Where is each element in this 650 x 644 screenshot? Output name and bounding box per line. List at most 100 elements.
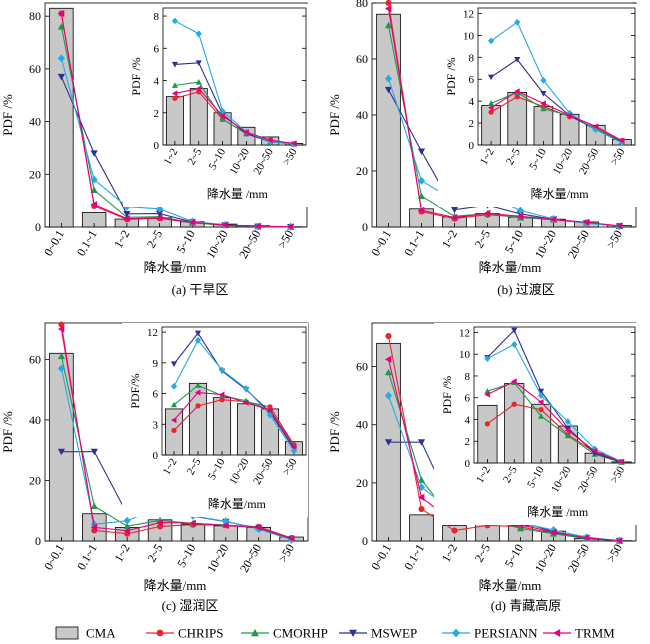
- inset-point-mswep-3: [564, 425, 572, 432]
- main-y-tick-label: 20: [356, 164, 368, 178]
- main-point-trmm-0: [57, 325, 65, 333]
- main-x-tick-label: 0~0.1: [368, 228, 394, 259]
- main-point-trmm-5: [549, 215, 557, 224]
- main-bar-cma-0: [49, 7, 74, 228]
- inset-point-trmm-0: [487, 104, 494, 111]
- main-x-tick-label: 0~0.1: [41, 542, 67, 573]
- inset-y-axis-label: PDF /%: [440, 376, 454, 414]
- main-x-tick-label: 5~10: [174, 542, 198, 570]
- inset-point-persiann-3: [564, 418, 572, 426]
- inset-point-trmm-5: [290, 140, 297, 147]
- inset-point-trmm-3: [566, 112, 573, 119]
- main-y-tick-label: 20: [29, 473, 41, 487]
- main-y-tick-label: 60: [356, 52, 368, 66]
- inset-point-cmorhp-1: [195, 79, 202, 85]
- main-point-mswep-1: [90, 150, 98, 157]
- main-x-axis-label: 降水量/mm: [144, 578, 207, 593]
- legend-marker-persiann: [452, 628, 460, 638]
- inset-y-tick-label: 6: [469, 74, 475, 86]
- inset-line-persiann: [490, 21, 623, 144]
- main-y-tick-label: 60: [29, 62, 41, 76]
- legend-marker-trmm: [553, 629, 561, 637]
- inset-bar-cma-1: [504, 383, 525, 464]
- main-point-mswep-1: [90, 448, 98, 456]
- main-point-cmorhp-0: [57, 352, 66, 360]
- inset-point-trmm-2: [540, 100, 546, 107]
- main-x-tick-label: 2~5: [144, 228, 165, 251]
- inset-point-chrips-1: [195, 403, 201, 409]
- main-point-cmorhp-1: [90, 502, 98, 510]
- main-y-tick-label: 60: [29, 352, 41, 366]
- inset-point-chrips-2: [538, 407, 544, 413]
- inset-point-trmm-2: [537, 398, 544, 406]
- inset-y-tick-label: 0: [153, 450, 159, 462]
- inset-bar-cma-1: [189, 88, 208, 146]
- panel-caption: (b) 过渡区: [497, 282, 554, 297]
- inset-y-tick-label: 8: [154, 11, 160, 23]
- inset-x-axis-label: 降水量/mm: [208, 497, 267, 511]
- main-y-axis-label: PDF /%: [327, 94, 342, 136]
- main-y-axis-label: PDF /%: [0, 94, 15, 136]
- main-point-cmorhp-4: [516, 524, 525, 532]
- main-x-tick-label: 0.1~1: [74, 228, 100, 259]
- main-y-tick-label: 0: [362, 534, 368, 548]
- main-y-tick-label: 0: [35, 220, 41, 234]
- main-point-trmm-5: [221, 221, 229, 229]
- main-x-tick-label: 20~50: [565, 228, 592, 261]
- inset-y-tick-label: 3: [153, 419, 159, 431]
- inset-bar-cma-0: [165, 96, 184, 146]
- main-x-tick-label: >50: [604, 542, 626, 565]
- inset-point-mswep-2: [537, 388, 545, 395]
- main-line-trmm: [60, 328, 292, 540]
- inset-point-persiann-2: [218, 366, 226, 374]
- inset-point-chrips-2: [219, 397, 225, 403]
- inset-y-tick-label: 9: [153, 358, 159, 370]
- inset-y-axis-label: PDF /%: [129, 57, 143, 95]
- main-y-tick-label: 40: [356, 418, 368, 432]
- main-point-mswep-0: [384, 439, 393, 446]
- main-y-tick-label: 80: [29, 9, 41, 23]
- inset-point-persiann-4: [591, 445, 598, 453]
- inset-point-trmm-1: [511, 378, 517, 385]
- inset-point-trmm-1: [514, 88, 520, 95]
- main-point-cmorhp-0: [57, 23, 65, 30]
- main-point-mswep-1: [417, 439, 426, 446]
- inset-y-tick-label: 12: [147, 327, 158, 339]
- inset-point-trmm-4: [267, 137, 273, 144]
- inset-point-trmm-1: [195, 85, 202, 92]
- inset-point-chrips-0: [172, 95, 178, 101]
- inset-point-trmm-2: [218, 391, 225, 398]
- inset-bar-cma-0: [477, 404, 498, 464]
- inset-y-tick-label: 0: [465, 458, 471, 470]
- main-point-persiann-2: [123, 516, 131, 525]
- inset-point-trmm-4: [592, 123, 599, 130]
- main-point-mswep-3: [156, 210, 164, 218]
- main-point-persiann-5: [549, 525, 558, 534]
- inset-point-mswep-1: [511, 327, 518, 334]
- main-x-tick-label: 20~50: [236, 228, 263, 261]
- inset-y-tick-label: 10: [463, 30, 475, 42]
- inset-point-mswep-1: [194, 330, 202, 337]
- main-y-tick-label: 40: [29, 413, 41, 427]
- main-point-mswep-1: [417, 148, 426, 155]
- inset-y-tick-label: 6: [465, 393, 471, 405]
- inset-point-cmorhp-0: [171, 82, 179, 88]
- main-point-mswep-0: [57, 73, 65, 81]
- main-point-trmm-6: [255, 524, 262, 532]
- main-x-tick-label: 1~2: [111, 542, 132, 565]
- main-point-persiann-4: [516, 206, 525, 215]
- legend: CMA CHRIPS CMORHP MSWEP PERSIANN TRMM: [55, 626, 615, 641]
- main-x-tick-label: 1~2: [111, 228, 132, 251]
- inset-point-cmorhp-2: [540, 105, 547, 112]
- inset-point-persiann-4: [266, 411, 274, 419]
- main-point-trmm-4: [189, 519, 196, 527]
- main-line-chrips: [60, 324, 292, 539]
- inset-point-trmm-3: [564, 427, 571, 434]
- main-point-trmm-1: [90, 523, 98, 531]
